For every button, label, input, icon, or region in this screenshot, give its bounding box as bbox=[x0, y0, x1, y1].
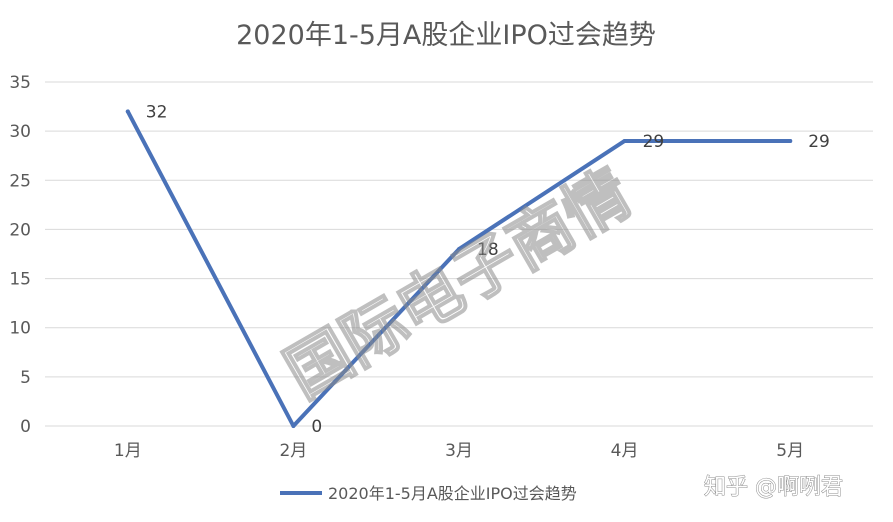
grid bbox=[45, 81, 873, 427]
y-tick-label: 5 bbox=[20, 368, 31, 388]
y-tick-label: 10 bbox=[9, 319, 31, 339]
data-point bbox=[457, 247, 461, 252]
credit-watermark: 知乎 @啊咧君 bbox=[704, 475, 843, 500]
data-labels: 32 0 18 29 29 bbox=[146, 102, 830, 437]
y-tick-label: 35 bbox=[9, 73, 31, 93]
y-tick-label: 15 bbox=[9, 270, 31, 290]
data-label: 0 bbox=[311, 417, 322, 437]
y-tick-label: 0 bbox=[20, 417, 31, 437]
x-tick-label: 2月 bbox=[279, 441, 307, 461]
series-group bbox=[125, 109, 793, 428]
data-label: 32 bbox=[146, 102, 168, 122]
data-label: 29 bbox=[808, 132, 830, 152]
y-tick-label: 30 bbox=[9, 122, 31, 142]
x-tick-label: 1月 bbox=[114, 441, 142, 461]
data-label: 18 bbox=[477, 240, 499, 260]
data-label: 29 bbox=[643, 132, 665, 152]
x-tick-label: 3月 bbox=[445, 441, 473, 461]
y-tick-label: 25 bbox=[9, 171, 31, 191]
legend: 2020年1-5月A股企业IPO过会趋势 bbox=[280, 484, 577, 503]
legend-label: 2020年1-5月A股企业IPO过会趋势 bbox=[328, 484, 577, 503]
x-axis-ticks: 1月 2月 3月 4月 5月 bbox=[114, 441, 804, 461]
data-point bbox=[622, 138, 627, 143]
y-tick-label: 20 bbox=[9, 220, 31, 240]
watermark-text: 国际电子商情 bbox=[274, 157, 644, 413]
x-tick-label: 5月 bbox=[776, 441, 804, 461]
data-point bbox=[788, 138, 793, 143]
chart-title: 2020年1-5月A股企业IPO过会趋势 bbox=[236, 20, 656, 51]
y-axis-ticks: 0 5 10 15 20 25 30 35 bbox=[9, 73, 31, 437]
data-point bbox=[291, 424, 296, 428]
x-tick-label: 4月 bbox=[611, 441, 639, 461]
data-point bbox=[125, 109, 130, 114]
